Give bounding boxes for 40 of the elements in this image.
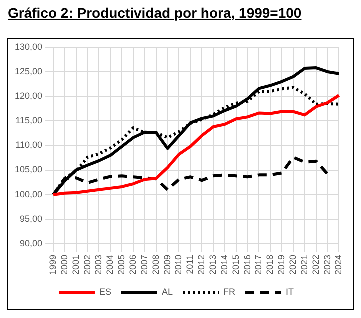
x-tick-label: 2009	[162, 254, 172, 276]
x-tick-label: 2010	[174, 254, 184, 276]
y-tick-label: 125,00	[14, 66, 43, 76]
y-tick-label: 120,00	[14, 91, 43, 102]
x-tick-label: 2015	[230, 254, 241, 276]
x-tick-label: 2006	[128, 254, 138, 276]
x-tick-label: 2003	[94, 254, 104, 276]
x-tick-label: 2004	[105, 254, 116, 276]
x-tick-label: 2019	[276, 254, 287, 276]
legend-label: FR	[224, 286, 236, 297]
y-tick-label: 105,00	[14, 164, 43, 175]
x-tick-label: 2020	[288, 254, 298, 276]
x-tick-label: 2011	[185, 254, 196, 274]
y-tick-label: 130,00	[14, 42, 43, 52]
x-tick-label: 2007	[139, 254, 150, 276]
y-tick-label: 100,00	[14, 189, 43, 200]
x-tick-label: 2018	[265, 254, 276, 276]
y-tick-label: 90,00	[20, 238, 43, 248]
legend-label: IT	[286, 286, 295, 297]
x-tick-label: 2017	[254, 254, 264, 276]
x-tick-label: 2008	[150, 254, 161, 276]
x-tick-label: 2014	[219, 254, 230, 276]
x-tick-label: 2016	[242, 254, 252, 276]
x-tick-label: 1999	[48, 254, 58, 276]
x-tick-label: 2021	[299, 254, 310, 276]
y-tick-label: 115,00	[16, 116, 43, 126]
y-tick-label: 110,00	[16, 140, 43, 150]
chart-title: Gráfico 2: Productividad por hora, 1999=100	[8, 5, 302, 21]
x-tick-label: 2023	[322, 254, 332, 276]
x-tick-label: 2022	[310, 254, 321, 276]
y-tick-label: 95,00	[20, 214, 43, 224]
x-tick-label: 2024	[334, 254, 344, 276]
x-tick-label: 2001	[70, 254, 81, 276]
x-tick-label: 2002	[82, 254, 92, 276]
x-tick-label: 2012	[196, 254, 207, 276]
x-tick-label: 2013	[208, 254, 218, 276]
x-tick-label: 2005	[116, 254, 127, 276]
x-tick-label: 2000	[59, 254, 70, 276]
legend-label: ES	[99, 286, 112, 297]
legend-label: AL	[162, 286, 174, 297]
